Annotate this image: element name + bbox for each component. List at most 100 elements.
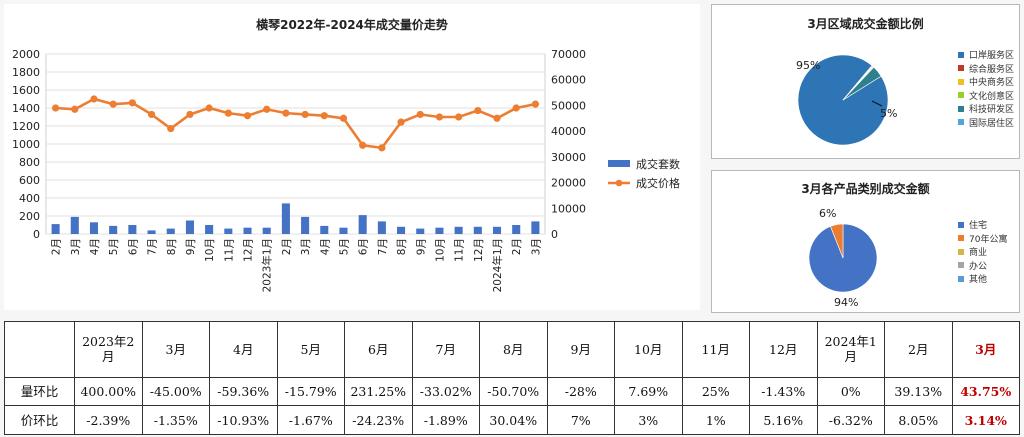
bar-volume [89, 222, 99, 234]
legend-label: 中央商务区 [969, 78, 1015, 89]
price-line [55, 97, 536, 150]
x-tick-label: 9月 [185, 238, 197, 255]
x-tick-label: 8月 [166, 238, 178, 255]
region-pie-panel: 3月区域成交金额比例 95% 5% 口岸服务区 综合服务区 中央商务区 文化创意区 科技研… [711, 4, 1020, 159]
legend-swatch [958, 78, 964, 85]
price-point [186, 110, 194, 119]
table-cell: -1.67% [276, 405, 345, 435]
price-point [301, 110, 309, 119]
y-right-tick-label: 20000 [551, 177, 586, 190]
bar-volume [531, 221, 540, 234]
product-pie-title: 3月各产品类别成交金额 [801, 182, 930, 196]
legend-swatch [958, 262, 964, 269]
row-label: 量环比 [4, 376, 75, 407]
table-cell: 5.16% [749, 405, 818, 435]
x-tick-label: 5月 [108, 238, 120, 255]
table-month-header: 10月 [614, 321, 683, 378]
y-left-tick-label: 200 [19, 210, 40, 223]
y-right-tick-label: 0 [551, 228, 558, 241]
region-pie-svg: 95% 5% [796, 54, 897, 146]
x-tick-label: 11月 [454, 238, 466, 262]
price-point [531, 100, 540, 108]
table-cell: -45.00% [141, 376, 210, 407]
y-left-tick-label: 1000 [12, 138, 40, 151]
x-tick-label: 2月 [511, 238, 523, 255]
table-cell: -10.93% [209, 405, 278, 435]
table-cell: 25% [681, 376, 750, 407]
legend-item: 办公 [958, 259, 1007, 273]
price-point [493, 114, 501, 122]
price-point [71, 105, 79, 113]
legend-line-label: 成交价格 [636, 176, 680, 190]
x-tick-label: 5月 [338, 238, 350, 255]
bar-volume [281, 203, 290, 234]
table-cell: 43.75% [951, 376, 1020, 407]
bar-volume [301, 216, 310, 234]
table-month-header: 2023年2月 [74, 321, 143, 378]
table-month-header: 6月 [344, 321, 413, 378]
product-pie-panel: 3月各产品类别成交金额 94% 6% 住宅 70年公寓 商业 办公 其他 [711, 170, 1020, 313]
x-tick-label: 3月 [300, 238, 312, 255]
table-month-header: 8月 [479, 321, 548, 378]
bar-volume [377, 221, 386, 234]
pie-slice [830, 223, 844, 259]
price-point [167, 124, 175, 133]
legend-label: 办公 [969, 261, 988, 272]
legend-item: 住宅 [958, 218, 1007, 232]
table-month-header: 9月 [546, 321, 615, 378]
y-right-tick-label: 70000 [551, 48, 586, 61]
bar-volume [435, 227, 444, 234]
price-point [378, 144, 386, 152]
legend-swatch [958, 51, 964, 58]
price-point [51, 104, 60, 112]
price-point [320, 112, 328, 120]
main-chart-legend: 成交套数 成交价格 [608, 154, 680, 192]
legend-item: 综合服务区 [958, 62, 1014, 76]
bar-volume [416, 228, 425, 234]
table-month-header: 5月 [276, 321, 345, 378]
x-tick-label: 7月 [377, 238, 389, 255]
bar-volume [243, 227, 252, 234]
y-left-tick-label: 1600 [12, 84, 40, 97]
legend-swatch [958, 235, 964, 242]
table-month-header: 7月 [411, 321, 480, 378]
table-cell: -50.70% [479, 376, 548, 407]
table-month-header: 3月 [951, 321, 1020, 378]
x-tick-label: 10月 [204, 238, 216, 262]
pie-slice [842, 66, 882, 101]
product-pie-svg: 94% 6% [808, 207, 878, 309]
x-tick-label: 3月 [530, 238, 542, 255]
y-left-tick-label: 400 [19, 192, 40, 205]
region-pie-title: 3月区域成交金额比例 [807, 17, 924, 31]
table-month-header: 4月 [209, 321, 278, 378]
table-cell: 231.25% [344, 376, 413, 407]
y-left-tick-label: 1400 [12, 102, 40, 115]
region-pie-legend: 口岸服务区 综合服务区 中央商务区 文化创意区 科技研发区 国际居住区 [958, 48, 1014, 129]
x-tick-label: 6月 [127, 238, 139, 255]
bar-volume [358, 215, 367, 234]
y-right-tick-label: 60000 [551, 74, 586, 87]
legend-item: 商业 [958, 245, 1007, 259]
y-right-tick-label: 10000 [551, 202, 586, 215]
bar-volume [70, 216, 79, 234]
table-cell: -6.32% [816, 405, 885, 435]
legend-label: 70年公寓 [969, 234, 1008, 245]
table-cell: -15.79% [276, 376, 345, 407]
table-cell: -24.23% [344, 405, 413, 435]
table-corner-cell [4, 321, 75, 378]
legend-label: 国际居住区 [969, 118, 1015, 129]
x-tick-label: 8月 [396, 238, 408, 255]
bar-volume [339, 227, 348, 234]
x-tick-label: 7月 [147, 238, 159, 255]
x-tick-label: 4月 [319, 238, 331, 255]
price-point [243, 112, 252, 120]
legend-swatch [958, 105, 964, 112]
table-month-header: 12月 [749, 321, 818, 378]
bar-volume [397, 226, 406, 234]
x-tick-label: 4月 [89, 238, 101, 255]
table-cell: -28% [546, 376, 615, 407]
price-point [455, 113, 463, 121]
legend-item: 科技研发区 [958, 102, 1014, 116]
legend-swatch [958, 92, 964, 99]
x-tick-label: 2月 [281, 238, 293, 255]
